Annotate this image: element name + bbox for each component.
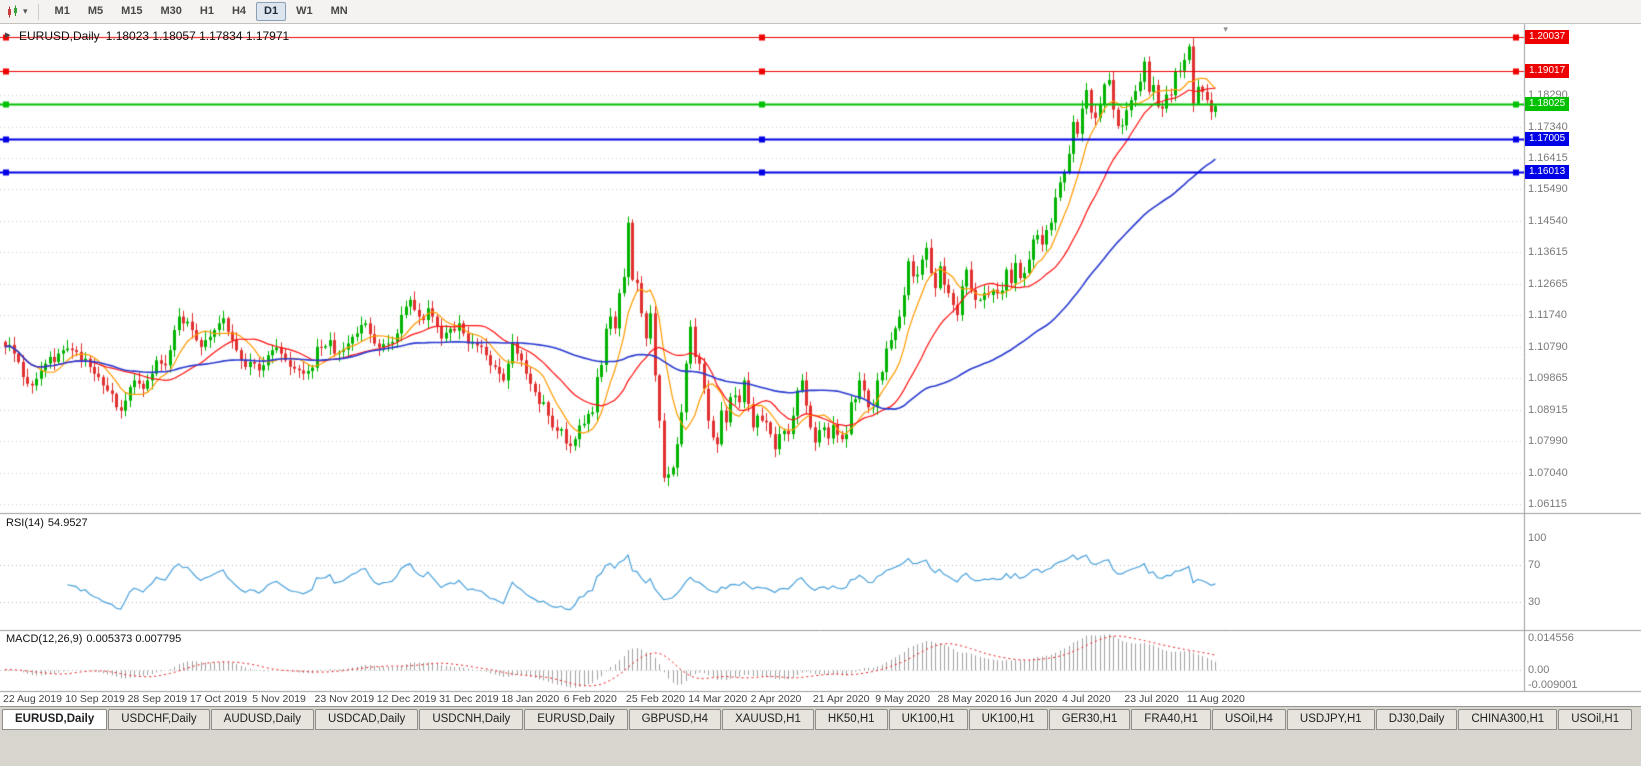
date-axis-label: 14 Mar 2020 [688, 693, 748, 705]
macd-axis-label-zero: 0.00 [1528, 663, 1550, 676]
chart-tab-11[interactable]: GER30,H1 [1048, 709, 1131, 730]
macd-indicator-values: 0.005373 0.007795 [86, 633, 182, 645]
price-line-badge: 1.16013 [1525, 164, 1570, 179]
period-buttons-group: M1 M5 M15 M30 H1 H4 D1 W1 MN [47, 2, 356, 21]
toolbar-separator [37, 3, 39, 20]
date-axis-label: 11 Aug 2020 [1186, 693, 1245, 705]
period-button-H4[interactable]: H4 [231, 5, 247, 17]
price-line-badge: 1.18025 [1525, 97, 1570, 112]
chart-tab-12[interactable]: FRA40,H1 [1131, 709, 1211, 730]
price-axis-label: 1.10790 [1528, 340, 1568, 353]
date-axis-label: 17 Oct 2019 [189, 693, 248, 705]
chart-tab-17[interactable]: USOil,H1 [1558, 709, 1633, 730]
price-axis-label: 1.09865 [1528, 371, 1568, 384]
period-button-M30[interactable]: M30 [160, 5, 182, 17]
period-button-MN[interactable]: MN [330, 5, 348, 17]
date-axis-label: 21 Apr 2020 [812, 693, 870, 705]
rsi-axis-label: 100 [1528, 531, 1547, 544]
chart-tab-1[interactable]: USDCHF,Daily [108, 709, 210, 730]
date-axis-label: 2 Apr 2020 [750, 693, 802, 705]
chart-tab-9[interactable]: UK100,H1 [888, 709, 968, 730]
rsi-axis-label: 70 [1528, 559, 1541, 572]
chart-tab-4[interactable]: USDCNH,Daily [419, 709, 524, 730]
date-axis-label: 28 Sep 2019 [127, 693, 188, 705]
price-line-badge: 1.17005 [1525, 131, 1570, 146]
chart-type-dropdown-caret-icon[interactable]: ▾ [23, 6, 28, 16]
rsi-axis-label: 30 [1528, 596, 1541, 609]
period-button-H1[interactable]: H1 [199, 5, 214, 17]
price-axis-label: 1.14540 [1528, 214, 1568, 227]
rsi-indicator-value: 54.9527 [47, 517, 88, 529]
date-axis-label: 22 Aug 2019 [3, 693, 62, 705]
macd-axis-label-min: -0.009001 [1528, 679, 1578, 691]
price-axis-label: 1.08915 [1528, 403, 1568, 416]
price-axis-label: 1.17340 [1528, 120, 1568, 133]
chart-tab-10[interactable]: UK100,H1 [968, 709, 1048, 730]
chart-shift-marker-icon[interactable]: ▾ [1223, 24, 1228, 34]
date-axis-label: 9 May 2020 [875, 693, 931, 705]
price-axis-label: 1.06115 [1528, 497, 1567, 510]
price-axis-label: 1.11740 [1528, 308, 1567, 321]
date-axis-label: 28 May 2020 [937, 693, 999, 705]
price-axis-label: 1.15490 [1528, 182, 1568, 195]
date-axis-label: 23 Jul 2020 [1124, 693, 1179, 705]
date-axis-label: 4 Jul 2020 [1062, 693, 1111, 705]
price-axis-label: 1.12665 [1528, 277, 1568, 290]
period-button-M15[interactable]: M15 [121, 5, 143, 17]
price-axis-label: 1.07990 [1528, 434, 1568, 447]
timeframe-toolbar: ▾ M1 M5 M15 M30 H1 H4 D1 W1 MN [0, 0, 1641, 24]
date-axis-label: 6 Feb 2020 [563, 693, 617, 705]
chart-title-symbol: EURUSD,Daily [19, 29, 100, 43]
one-click-trading-toggle-icon[interactable]: ▸ [5, 29, 11, 41]
chart-tab-2[interactable]: AUDUSD,Daily [210, 709, 314, 730]
chart-tabs-bar: EURUSD,Daily USDCHF,Daily AUDUSD,Daily USDC… [0, 706, 1641, 766]
period-button-M5[interactable]: M5 [87, 5, 104, 17]
date-axis-label: 16 Jun 2020 [999, 693, 1058, 705]
chart-tab-5[interactable]: EURUSD,Daily [524, 709, 628, 730]
candlestick-chart-icon[interactable] [6, 5, 20, 19]
rsi-indicator-name: RSI(14) [6, 517, 44, 529]
date-axis-label: 10 Sep 2019 [65, 693, 125, 705]
chart-tab-0[interactable]: EURUSD,Daily [2, 709, 108, 730]
chart-tab-15[interactable]: DJ30,Daily [1375, 709, 1458, 730]
date-axis-label: 23 Nov 2019 [314, 693, 375, 705]
rsi-indicator-label: RSI(14) 54.9527 [6, 517, 92, 529]
chart-tab-13[interactable]: USOil,H4 [1211, 709, 1286, 730]
macd-indicator-label: MACD(12,26,9) 0.005373 0.007795 [6, 633, 185, 645]
date-axis-label: 12 Dec 2019 [376, 693, 437, 705]
period-button-W1[interactable]: W1 [296, 5, 313, 17]
chart-title-ohlc: 1.18023 1.18057 1.17834 1.17971 [105, 29, 290, 43]
chart-tab-7[interactable]: XAUUSD,H1 [722, 709, 814, 730]
macd-indicator-name: MACD(12,26,9) [6, 633, 83, 645]
price-axis-label: 1.16415 [1528, 151, 1568, 164]
chart-tab-3[interactable]: USDCAD,Daily [314, 709, 419, 730]
period-button-D1[interactable]: D1 [256, 2, 287, 21]
price-line-badge: 1.19017 [1525, 64, 1570, 79]
chart-tab-14[interactable]: USDJPY,H1 [1286, 709, 1375, 730]
date-axis-label: 25 Feb 2020 [626, 693, 685, 705]
price-line-badge: 1.20037 [1525, 29, 1570, 44]
date-axis-label: 18 Jan 2020 [501, 693, 560, 705]
period-button-M1[interactable]: M1 [54, 5, 70, 17]
chart-tab-6[interactable]: GBPUSD,H4 [628, 709, 722, 730]
price-axis-label: 1.13615 [1528, 245, 1568, 258]
chart-tab-16[interactable]: CHINA300,H1 [1458, 709, 1558, 730]
macd-axis-label-max: 0.014556 [1528, 632, 1574, 644]
date-axis-label: 5 Nov 2019 [252, 693, 306, 705]
chart-title: EURUSD,Daily 1.18023 1.18057 1.17834 1.17… [19, 29, 289, 43]
chart-tab-8[interactable]: HK50,H1 [814, 709, 888, 730]
date-axis-label: 31 Dec 2019 [439, 693, 499, 705]
price-axis-label: 1.07040 [1528, 466, 1568, 479]
